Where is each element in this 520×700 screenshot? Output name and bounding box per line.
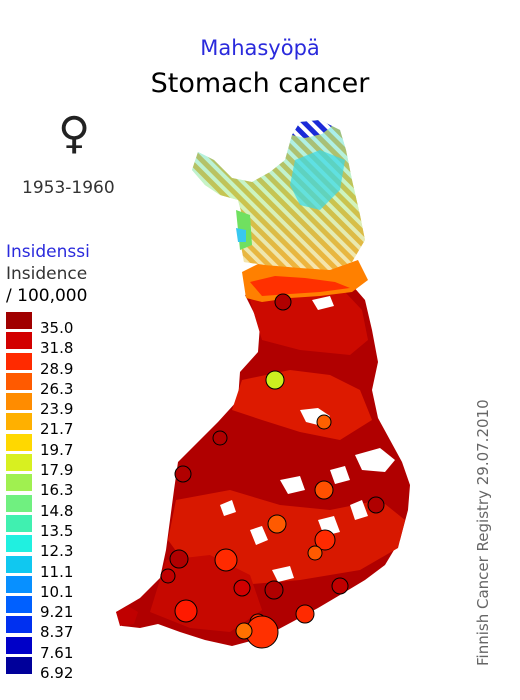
- legend-swatch: [6, 514, 32, 532]
- lakes: [220, 296, 395, 582]
- legend-swatch: [6, 474, 32, 492]
- legend-swatch: [6, 352, 32, 370]
- title-finnish: Mahasyöpä: [200, 36, 320, 60]
- legend-label: 28.9: [40, 359, 74, 378]
- lapland-hatch: [192, 120, 365, 270]
- aland-islands: [116, 606, 138, 626]
- legend-swatch: [6, 636, 32, 654]
- legend-swatch: [6, 535, 32, 553]
- legend-swatch: [6, 575, 32, 593]
- legend-label: 26.3: [40, 379, 74, 398]
- legend-swatch: [6, 494, 32, 512]
- legend-swatch: [6, 657, 32, 675]
- mid-band: [232, 370, 372, 440]
- oulu-inner: [250, 276, 350, 296]
- legend-swatch: [6, 413, 32, 431]
- legend-label: 12.3: [40, 542, 74, 561]
- title-english: Stomach cancer: [150, 68, 370, 99]
- legend-label: 11.1: [40, 562, 74, 581]
- legend-swatch: [6, 393, 32, 411]
- north-tip-hatch: [292, 120, 332, 138]
- legend-unit: / 100,000: [6, 286, 88, 306]
- legend-label: 21.7: [40, 420, 74, 439]
- legend-label: 10.1: [40, 582, 74, 601]
- legend-label: 17.9: [40, 461, 74, 480]
- municipality-markers: [160, 293, 385, 649]
- legend-label: 23.9: [40, 400, 74, 419]
- credit-text: Finnish Cancer Registry 29.07.2010: [474, 399, 492, 666]
- legend-swatch: [6, 332, 32, 350]
- legend-label: 6.92: [40, 664, 74, 683]
- legend-label: 19.7: [40, 440, 74, 459]
- legend-title-english: Insidence: [6, 264, 88, 284]
- legend-swatch: [6, 372, 32, 390]
- west-blue-patch: [236, 228, 246, 242]
- legend-swatch: [6, 433, 32, 451]
- north-blue-patch: [290, 150, 345, 210]
- legend-label: 9.21: [40, 603, 74, 622]
- legend-swatch: [6, 312, 32, 329]
- legend-swatch: [6, 454, 32, 472]
- legend-label: 35.0: [40, 319, 74, 337]
- legend-label: 7.61: [40, 643, 74, 662]
- legend-swatch: [6, 555, 32, 573]
- legend-swatch: [6, 596, 32, 614]
- time-period: 1953-1960: [22, 178, 115, 198]
- legend-label: 31.8: [40, 339, 74, 358]
- legend-swatch: [6, 616, 32, 634]
- legend-label: 13.5: [40, 521, 74, 540]
- female-symbol-icon: ♀: [58, 108, 91, 159]
- legend-label: 14.8: [40, 501, 74, 520]
- legend-label: 8.37: [40, 623, 74, 642]
- legend-label: 16.3: [40, 481, 74, 500]
- legend-title-finnish: Insidenssi: [6, 242, 90, 262]
